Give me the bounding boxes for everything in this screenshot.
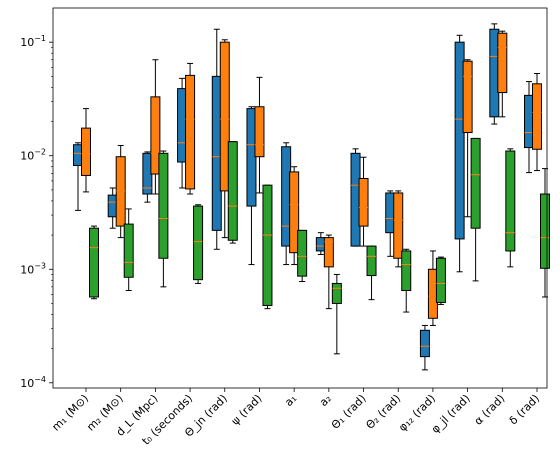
box-body: [505, 150, 516, 252]
box-body: [358, 178, 369, 227]
box-s2-c4: [227, 141, 238, 244]
box-s1-c3: [185, 62, 196, 195]
box-body: [89, 227, 99, 298]
box-body: [454, 41, 465, 240]
box-s2-c0: [89, 225, 99, 300]
box-s2-c10: [435, 256, 446, 305]
y-tick-label-2: 10−2: [20, 148, 46, 163]
box-s1-c12: [497, 30, 508, 118]
box-s2-c12: [505, 148, 516, 268]
box-body: [323, 237, 334, 268]
box-body: [532, 83, 542, 150]
y-tick-label-1: 10−3: [20, 261, 46, 276]
box-body: [246, 108, 257, 207]
box-s1-c6: [289, 166, 300, 266]
box-body: [150, 96, 161, 175]
box-s1-c5: [254, 76, 265, 194]
box-s1-c7: [323, 234, 334, 310]
box-s2-c7: [331, 273, 342, 355]
box-body: [297, 229, 308, 277]
box-body: [462, 60, 473, 134]
y-tick-label-0: 10−4: [20, 375, 46, 390]
box-body: [185, 74, 196, 190]
box-s0-c10: [419, 324, 430, 371]
box-body: [419, 329, 430, 358]
box-body: [540, 193, 550, 269]
box-s1-c8: [358, 156, 369, 247]
boxes-layer: [73, 23, 550, 371]
y-tick-label-3: 10−1: [20, 34, 46, 49]
box-body: [470, 137, 481, 229]
box-body: [219, 41, 230, 192]
box-s2-c13: [540, 168, 550, 298]
box-s2-c11: [470, 137, 481, 282]
box-s1-c4: [219, 39, 230, 239]
box-body: [497, 32, 508, 94]
box-s1-c9: [393, 190, 404, 268]
box-s2-c8: [366, 245, 377, 301]
box-s1-c1: [115, 145, 126, 239]
box-s2-c1: [123, 208, 134, 292]
box-body: [227, 141, 238, 241]
box-body: [254, 106, 265, 158]
box-s1-c13: [532, 72, 542, 172]
box-s0-c5: [246, 106, 257, 266]
box-s2-c5: [262, 184, 273, 310]
box-body: [393, 192, 404, 259]
box-s1-c0: [81, 108, 91, 193]
box-body: [115, 156, 126, 227]
box-s1-c11: [462, 59, 473, 218]
box-body: [366, 245, 377, 277]
box-body: [401, 250, 412, 292]
box-s2-c3: [193, 204, 204, 284]
box-body: [81, 127, 91, 176]
box-body: [262, 184, 273, 306]
plot-area-frame: [52, 7, 548, 389]
box-body: [193, 205, 204, 281]
box-body: [435, 257, 446, 303]
box-body: [158, 152, 169, 259]
y-axis-ticks: 10−4 10−3 10−2 10−1: [20, 34, 53, 390]
box-body: [331, 282, 342, 304]
box-body: [123, 223, 134, 278]
box-body: [289, 171, 300, 254]
box-s2-c9: [401, 248, 412, 313]
box-s2-c2: [158, 150, 169, 288]
box-s2-c6: [297, 229, 308, 283]
